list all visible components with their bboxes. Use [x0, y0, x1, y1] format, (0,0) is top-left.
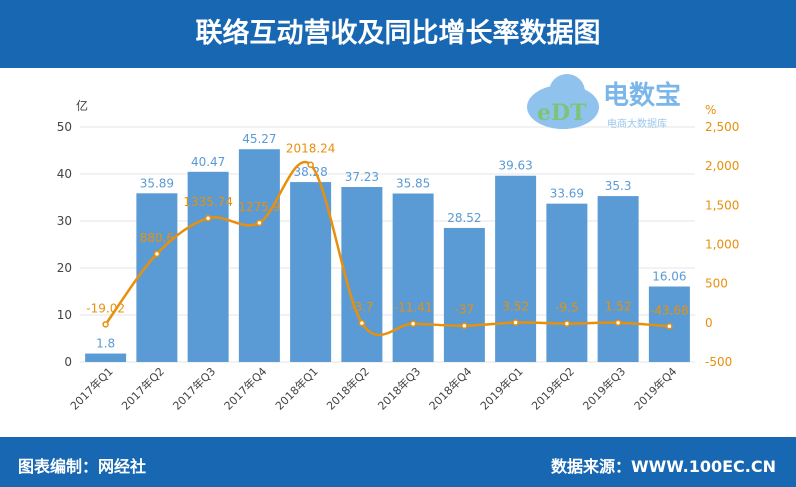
- right-tick-label: 1,000: [705, 238, 739, 252]
- bar: [546, 203, 588, 362]
- right-axis-label: %: [705, 103, 716, 117]
- left-tick-label: 20: [57, 261, 72, 275]
- left-tick-label: 30: [57, 214, 72, 228]
- bar: [136, 193, 178, 362]
- logo-text: 电数宝: [603, 80, 681, 111]
- bar-label: 28.52: [447, 211, 481, 225]
- right-tick-label: 1,500: [705, 198, 739, 212]
- line-point: [461, 322, 468, 329]
- bar-label: 39.63: [498, 159, 532, 173]
- left-tick-label: 10: [57, 308, 72, 322]
- bar: [187, 171, 229, 362]
- left-tick-label: 50: [57, 120, 72, 134]
- line-label: 1275.9: [238, 200, 280, 214]
- line-label: -19.02: [86, 301, 125, 315]
- line-label: 880.6: [140, 231, 174, 245]
- footer: 图表编制：网经社 数据来源：WWW.100EC.CN: [0, 437, 796, 487]
- line-point: [307, 161, 314, 168]
- bar: [597, 196, 639, 362]
- line-label: 3.52: [502, 300, 529, 314]
- bar-label: 35.89: [140, 176, 174, 190]
- x-tick-label: 2017年Q2: [118, 364, 167, 413]
- logo-subtext: 电商大数据库: [607, 117, 667, 130]
- line-label: 1335.74: [183, 195, 233, 209]
- x-tick-label: 2019年Q3: [580, 364, 629, 413]
- right-tick-label: 2,500: [705, 120, 739, 134]
- bar: [443, 227, 485, 362]
- x-tick-label: 2017年Q1: [67, 364, 116, 413]
- right-tick-label: -500: [705, 355, 732, 369]
- x-tick-label: 2018年Q4: [426, 364, 475, 413]
- bar-label: 35.3: [605, 179, 632, 193]
- x-tick-label: 2017年Q4: [221, 364, 270, 413]
- bar-label: 16.06: [652, 270, 686, 284]
- line-point: [256, 219, 263, 227]
- right-tick-label: 2,000: [705, 159, 739, 173]
- x-tick-label: 2018年Q2: [323, 364, 372, 413]
- chart: 0 10 20 30 40 50 -500 0 500 1,000 1,500 2,000 2,500 亿…: [57, 98, 740, 413]
- line-label: -11.41: [394, 301, 433, 315]
- line-label: 2018.24: [286, 142, 336, 156]
- line-point: [512, 319, 519, 326]
- x-tick-label: 2018年Q3: [375, 364, 424, 413]
- x-tick-label: 2019年Q1: [477, 364, 526, 413]
- bar: [85, 353, 127, 362]
- bar-label: 33.69: [550, 187, 584, 201]
- bar-label: 38.28: [293, 165, 327, 179]
- bar-label: 1.8: [96, 337, 115, 351]
- right-tick-label: 500: [705, 277, 728, 291]
- line-label: -9.5: [555, 301, 578, 315]
- footer-editor: 图表编制：网经社: [18, 457, 147, 476]
- line-label: -3.7: [350, 300, 373, 314]
- line-point: [102, 321, 109, 328]
- bar-label: 37.23: [345, 170, 379, 184]
- line-point: [666, 323, 673, 330]
- line-point: [614, 319, 622, 326]
- page-title: 联络互动营收及同比增长率数据图: [0, 0, 796, 68]
- bar-label: 35.85: [396, 177, 430, 191]
- logo: eDT 电数宝电商大数据库: [525, 72, 695, 136]
- line-point: [358, 319, 366, 327]
- left-axis-label: 亿: [76, 98, 88, 113]
- line-point: [153, 250, 161, 258]
- bar: [392, 193, 434, 362]
- line-point: [204, 214, 212, 222]
- bar: [495, 175, 537, 362]
- bar: [238, 149, 280, 362]
- x-tick-label: 2019年Q2: [528, 364, 577, 413]
- bar: [290, 182, 332, 362]
- left-tick-label: 40: [57, 167, 72, 181]
- left-tick-label: 0: [64, 355, 72, 369]
- bar-label: 45.27: [242, 132, 276, 146]
- line-label: 1.52: [605, 300, 632, 314]
- bar-label: 40.47: [191, 155, 225, 169]
- bar: [341, 187, 383, 362]
- footer-source: 数据来源：WWW.100EC.CN: [550, 457, 776, 476]
- line-label: -43.68: [650, 303, 689, 317]
- logo-mark: eDT: [537, 100, 587, 126]
- x-tick-label: 2018年Q1: [272, 364, 321, 413]
- line-point: [409, 320, 417, 327]
- line-label: -37: [455, 303, 475, 317]
- x-tick-label: 2017年Q3: [170, 364, 219, 413]
- right-tick-label: 0: [705, 316, 713, 330]
- line-point: [563, 320, 571, 327]
- x-tick-label: 2019年Q4: [631, 364, 680, 413]
